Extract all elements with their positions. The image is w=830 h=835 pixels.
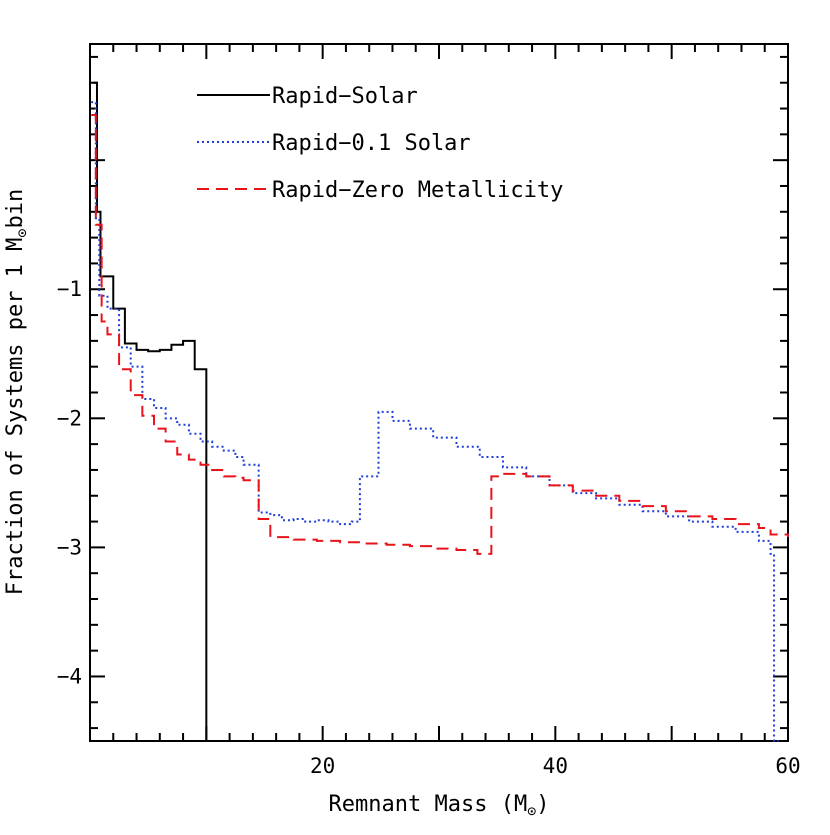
y-tick-label: −1 bbox=[57, 277, 82, 301]
y-tick-label: −2 bbox=[57, 406, 82, 430]
series-line-0 bbox=[93, 81, 208, 742]
sun-symbol-y: ⊙ bbox=[13, 229, 31, 238]
legend: Rapid−Solar Rapid−0.1 Solar Rapid−Zero Met… bbox=[197, 84, 563, 203]
x-tick-label: 20 bbox=[310, 754, 335, 778]
axis-ticks bbox=[90, 44, 788, 741]
x-tick-label: 60 bbox=[775, 754, 800, 778]
tick-labels: 20 40 60 −4 −3 −2 −1 bbox=[57, 277, 801, 778]
series-line-1 bbox=[91, 101, 779, 742]
y-axis-title: Fraction of Systems per 1 M⊙bin bbox=[3, 189, 31, 595]
series-layer bbox=[91, 81, 789, 742]
series-line-2 bbox=[91, 113, 789, 555]
x-axis-title: Remnant Mass (M⊙) bbox=[329, 792, 550, 820]
y-tick-label: −3 bbox=[57, 535, 82, 559]
legend-label-2: Rapid−Zero Metallicity bbox=[272, 178, 563, 203]
y-tick-label: −4 bbox=[57, 664, 82, 688]
legend-label-0: Rapid−Solar bbox=[272, 84, 418, 109]
legend-label-1: Rapid−0.1 Solar bbox=[272, 131, 471, 156]
x-tick-label: 40 bbox=[543, 754, 568, 778]
sun-symbol: ⊙ bbox=[527, 802, 536, 820]
